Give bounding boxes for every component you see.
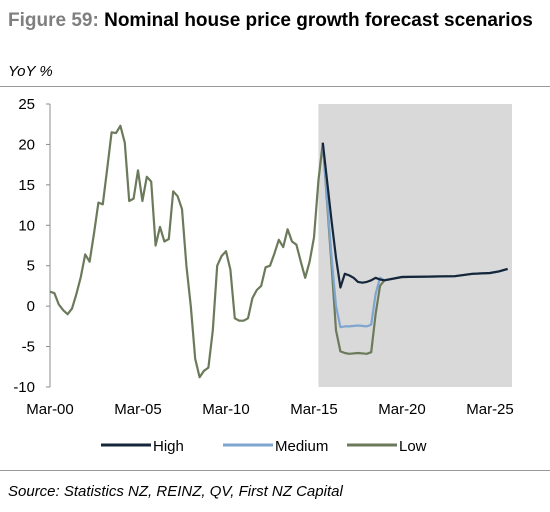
x-tick-label: Mar-00 (26, 401, 74, 418)
y-tick-label: -10 (13, 379, 35, 396)
x-tick-label: Mar-05 (114, 401, 162, 418)
x-tick-label: Mar-10 (202, 401, 250, 418)
y-tick-label: 0 (27, 298, 35, 315)
forecast-shading (318, 104, 512, 387)
legend-label-high: High (153, 438, 184, 455)
legend-label-medium: Medium (275, 438, 328, 455)
series-line-high (321, 142, 508, 289)
x-tick-label: Mar-15 (290, 401, 338, 418)
title-text: Nominal house price growth forecast scen… (104, 10, 533, 31)
y-tick-label: 5 (27, 258, 35, 275)
x-tick-label: Mar-20 (378, 401, 426, 418)
x-tick-label: Mar-25 (466, 401, 514, 418)
chart-title: Figure 59: Nominal house price growth fo… (8, 4, 538, 38)
figure-label: Figure 59: (8, 10, 99, 31)
top-divider (0, 86, 550, 87)
y-tick-label: -5 (22, 339, 35, 356)
y-unit-label: YoY % (8, 63, 53, 80)
y-tick-label: 20 (18, 136, 35, 153)
bottom-divider (0, 470, 550, 471)
y-tick-label: 10 (18, 217, 35, 234)
line-chart: 25 20 15 10 5 0 -5 -10 Mar-00 Mar-05 Mar-10 Mar-15 M… (13, 96, 514, 455)
y-tick-label: 25 (18, 96, 35, 113)
history-line (49, 124, 324, 379)
legend-label-low: Low (399, 438, 427, 455)
y-tick-label: 15 (18, 177, 35, 194)
source-note: Source: Statistics NZ, REINZ, QV, First … (8, 483, 343, 500)
